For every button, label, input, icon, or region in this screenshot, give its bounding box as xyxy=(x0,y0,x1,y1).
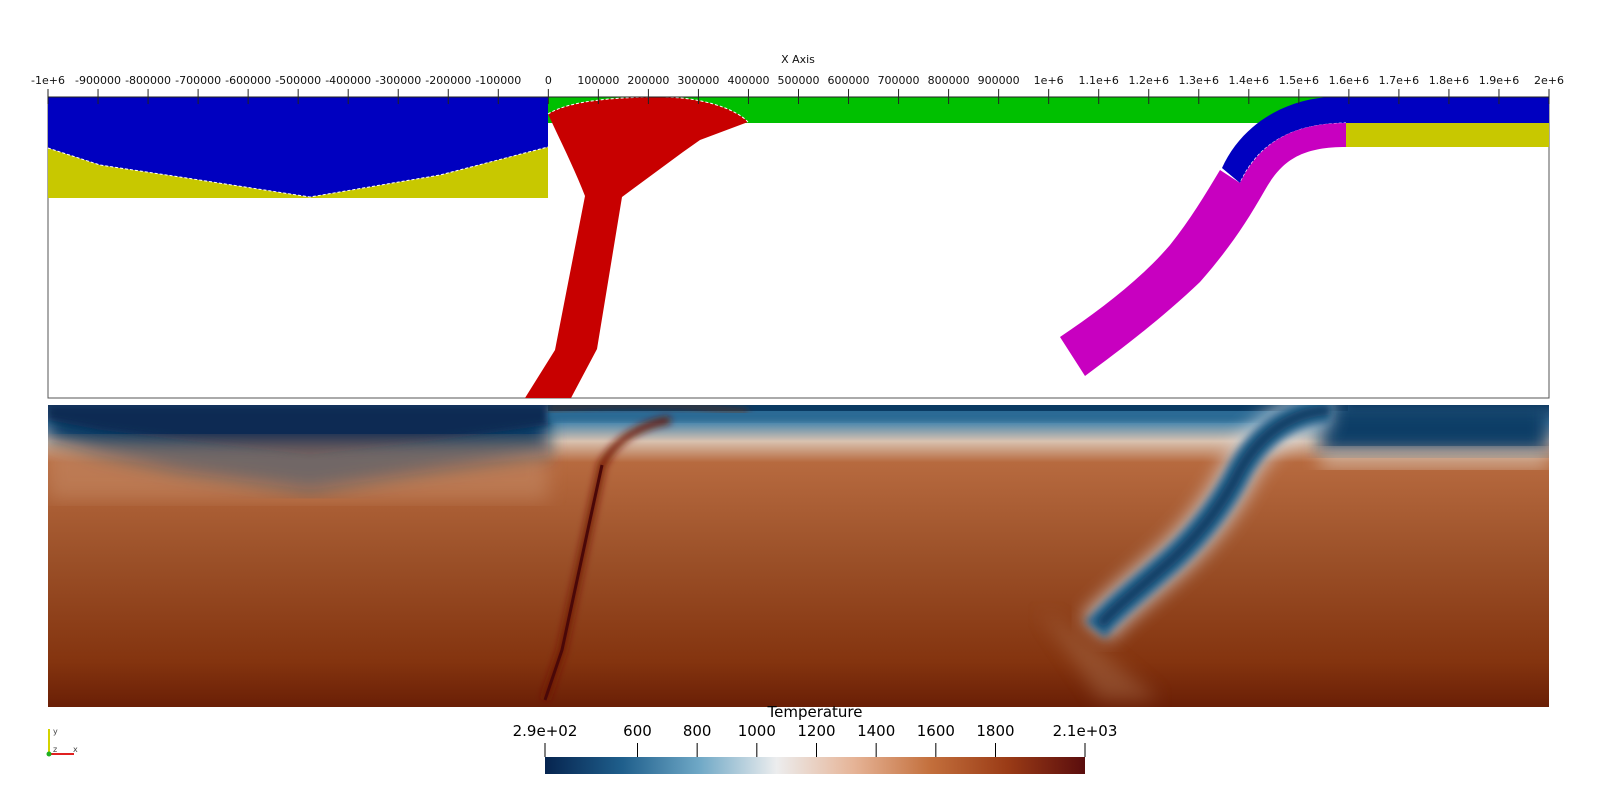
orientation-x-label: x xyxy=(73,745,78,754)
x-axis-tick-label: 400000 xyxy=(727,74,769,87)
colorbar-title: Temperature xyxy=(766,703,862,721)
x-axis-title: X Axis xyxy=(781,53,815,66)
slab-wake xyxy=(1040,610,1160,700)
x-axis-tick-label: -500000 xyxy=(275,74,321,87)
x-axis-tick-label: -600000 xyxy=(225,74,271,87)
colorbar-tick-label: 1400 xyxy=(857,722,895,740)
x-axis-tick-label: 1.5e+6 xyxy=(1279,74,1319,87)
x-axis-tick-label: 1e+6 xyxy=(1034,74,1064,87)
red-plume-boundary xyxy=(547,96,749,123)
orientation-y-label: y xyxy=(53,727,58,736)
hot-plume-core xyxy=(543,464,604,701)
x-axis-tick-label: 200000 xyxy=(627,74,669,87)
x-axis: X Axis -1e+6 -900000 -800000 -700000 -600000… xyxy=(31,53,1564,104)
x-axis-tick-label: 1.6e+6 xyxy=(1329,74,1369,87)
x-axis-tick-label: 1.1e+6 xyxy=(1078,74,1118,87)
x-axis-tick-label: -800000 xyxy=(125,74,171,87)
x-axis-tick-label: 0 xyxy=(545,74,552,87)
x-axis-tick-label: 1.4e+6 xyxy=(1229,74,1269,87)
colorbar-tick-label: 1200 xyxy=(797,722,835,740)
orientation-axes[interactable]: y z x xyxy=(46,727,79,757)
x-axis-tick-label: 300000 xyxy=(677,74,719,87)
x-axis-tick-label: 100000 xyxy=(577,74,619,87)
x-axis-tick-label: -300000 xyxy=(375,74,421,87)
x-axis-tick-label: 700000 xyxy=(878,74,920,87)
colorbar-bar xyxy=(545,757,1085,774)
temperature-colorbar: Temperature 2.9e+02 2.1e+03 600 800 1000 12… xyxy=(513,703,1118,774)
left-crust-boundary xyxy=(47,146,549,198)
x-axis-tick-label: 2e+6 xyxy=(1534,74,1564,87)
x-axis-tick-label: 1.8e+6 xyxy=(1429,74,1469,87)
colorbar-tick-label: 800 xyxy=(683,722,712,740)
slab-magenta xyxy=(1060,123,1346,376)
orientation-z-axis xyxy=(46,751,52,757)
left-crust-blue xyxy=(48,97,548,197)
right-cold-lithosphere xyxy=(1320,405,1549,453)
left-halo xyxy=(48,440,548,500)
right-plate-blue xyxy=(1330,97,1549,123)
colorbar-max-label: 2.1e+03 xyxy=(1053,722,1118,740)
x-axis-tick-label: -200000 xyxy=(425,74,471,87)
temperature-panel xyxy=(48,405,1549,707)
red-plume xyxy=(525,97,748,398)
x-axis-tick-label: 500000 xyxy=(778,74,820,87)
middle-surface-top xyxy=(548,405,1348,411)
composition-panel xyxy=(47,96,1550,399)
colorbar-tick-label: 1600 xyxy=(917,722,955,740)
colorbar-tick-label: 1800 xyxy=(976,722,1014,740)
x-axis-tick-label: -400000 xyxy=(325,74,371,87)
x-axis-tick-label: -700000 xyxy=(175,74,221,87)
x-axis-tick-label: 800000 xyxy=(928,74,970,87)
colorbar-tick-label: 600 xyxy=(623,722,652,740)
x-axis-tick-label: 1.9e+6 xyxy=(1479,74,1519,87)
x-axis-tick-label: 1.3e+6 xyxy=(1179,74,1219,87)
x-axis-tick-label: 1.2e+6 xyxy=(1128,74,1168,87)
cold-slab-core xyxy=(1096,405,1331,629)
plume-head-top xyxy=(547,405,749,414)
x-axis-tick-label: 900000 xyxy=(978,74,1020,87)
x-axis-tick-label: 600000 xyxy=(828,74,870,87)
colorbar-min-label: 2.9e+02 xyxy=(513,722,578,740)
right-halo xyxy=(1320,448,1549,468)
left-cold-core xyxy=(48,405,548,455)
x-axis-tick-label: -100000 xyxy=(475,74,521,87)
right-plate-yellow xyxy=(1346,123,1549,147)
x-axis-tick-label: -1e+6 xyxy=(31,74,65,87)
x-axis-tick-label: -900000 xyxy=(75,74,121,87)
x-axis-tick-label: 1.7e+6 xyxy=(1379,74,1419,87)
colorbar-tick-label: 1000 xyxy=(738,722,776,740)
orientation-z-label: z xyxy=(53,745,57,754)
